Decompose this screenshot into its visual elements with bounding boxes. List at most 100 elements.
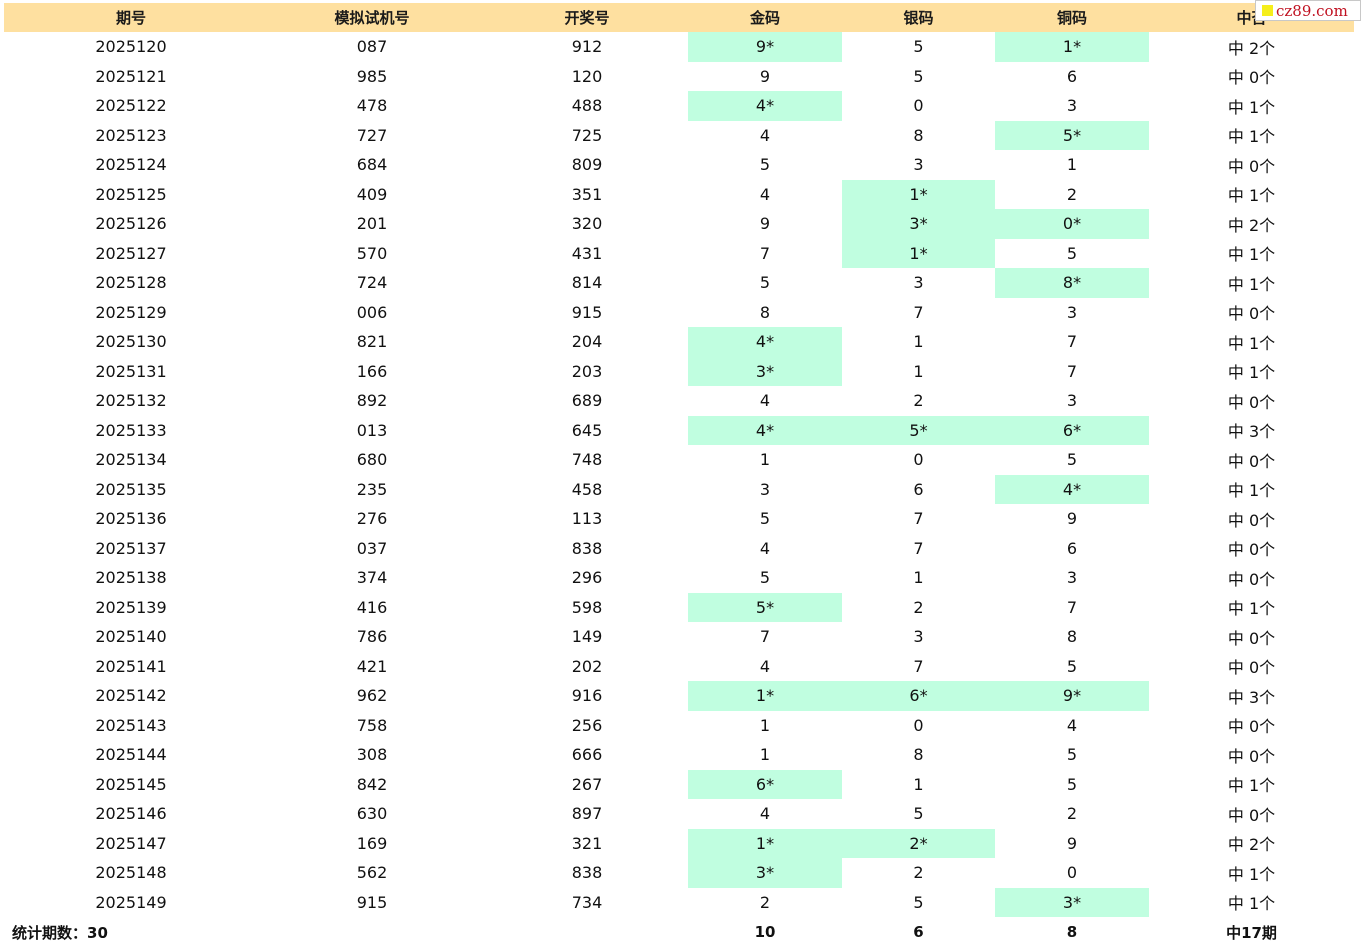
draw-number-cell: 256 <box>571 715 603 735</box>
issue-cell: 2025134 <box>95 450 167 470</box>
table-row: 2025140 786 149 7 3 8 中 0个 <box>4 622 1354 652</box>
bronze-code-cell: 5 <box>1066 450 1078 470</box>
issue-cell: 2025126 <box>95 214 167 234</box>
silver-code-cell: 3* <box>842 209 995 239</box>
silver-code-cell: 3 <box>913 627 924 647</box>
bronze-code-cell: 5* <box>995 120 1149 150</box>
result-cell: 中 1个 <box>1227 127 1276 147</box>
table-row: 2025132 892 689 4 2 3 中 0个 <box>4 386 1354 416</box>
sim-number-cell: 087 <box>356 37 388 57</box>
issue-cell: 2025127 <box>95 243 167 263</box>
table-row: 2025142 962 916 1* 6* 9* 中 3个 <box>4 681 1354 711</box>
issue-cell: 2025139 <box>95 597 167 617</box>
draw-number-cell: 431 <box>571 243 603 263</box>
bronze-code-cell: 5 <box>1066 745 1078 765</box>
result-cell: 中 1个 <box>1227 864 1276 884</box>
table-row: 2025135 235 458 3 6 4* 中 1个 <box>4 474 1354 504</box>
draw-number-cell: 598 <box>571 597 603 617</box>
issue-cell: 2025136 <box>95 509 167 529</box>
result-cell: 中 1个 <box>1227 333 1276 353</box>
sim-number-cell: 169 <box>356 833 388 853</box>
silver-code-cell: 6 <box>913 479 924 499</box>
draw-number-cell: 814 <box>571 273 603 293</box>
silver-code-cell: 3 <box>913 273 924 293</box>
sim-number-cell: 985 <box>356 66 388 86</box>
summary-empty-1 <box>258 917 486 947</box>
bronze-code-cell: 3 <box>1066 391 1078 411</box>
draw-number-cell: 912 <box>571 37 603 57</box>
table-row: 2025120 087 912 9* 5 1* 中 2个 <box>4 32 1354 62</box>
draw-number-cell: 113 <box>571 509 603 529</box>
silver-code-cell: 2 <box>913 863 924 883</box>
bronze-code-cell: 3 <box>1066 302 1078 322</box>
sim-number-cell: 630 <box>356 804 388 824</box>
draw-number-cell: 645 <box>571 420 603 440</box>
sim-number-cell: 308 <box>356 745 388 765</box>
lottery-stats-table: 期号 模拟试机号 开奖号 金码 银码 铜码 中否 2025120 087 912 9*… <box>4 3 1354 947</box>
sim-number-cell: 915 <box>356 892 388 912</box>
issue-cell: 2025131 <box>95 361 167 381</box>
issue-cell: 2025148 <box>95 863 167 883</box>
result-cell: 中 0个 <box>1227 628 1276 648</box>
table-row: 2025124 684 809 5 3 1 中 0个 <box>4 150 1354 180</box>
issue-cell: 2025121 <box>95 66 167 86</box>
issue-cell: 2025135 <box>95 479 167 499</box>
draw-number-cell: 666 <box>571 745 603 765</box>
draw-number-cell: 488 <box>571 96 603 116</box>
header-sim-number: 模拟试机号 <box>334 9 410 27</box>
sim-number-cell: 821 <box>356 332 388 352</box>
issue-cell: 2025145 <box>95 774 167 794</box>
bronze-code-cell: 6 <box>1066 66 1078 86</box>
sim-number-cell: 786 <box>356 627 388 647</box>
silver-code-cell: 5 <box>913 804 924 824</box>
silver-code-cell: 0 <box>913 96 924 116</box>
gold-code-cell: 7 <box>759 627 771 647</box>
gold-code-cell: 5* <box>688 592 842 622</box>
table-row: 2025147 169 321 1* 2* 9 中 2个 <box>4 828 1354 858</box>
sim-number-cell: 201 <box>356 214 388 234</box>
sim-number-cell: 892 <box>356 391 388 411</box>
result-cell: 中 2个 <box>1227 835 1276 855</box>
draw-number-cell: 204 <box>571 332 603 352</box>
draw-number-cell: 149 <box>571 627 603 647</box>
sim-number-cell: 166 <box>356 361 388 381</box>
issue-cell: 2025144 <box>95 745 167 765</box>
bronze-code-cell: 4* <box>995 474 1149 504</box>
draw-number-cell: 351 <box>571 184 603 204</box>
draw-number-cell: 203 <box>571 361 603 381</box>
silver-code-cell: 0 <box>913 715 924 735</box>
gold-code-cell: 1* <box>688 681 842 711</box>
issue-cell: 2025137 <box>95 538 167 558</box>
silver-code-cell: 8 <box>913 745 924 765</box>
result-cell: 中 0个 <box>1227 156 1276 176</box>
bronze-code-cell: 0 <box>1066 863 1078 883</box>
silver-code-cell: 6* <box>842 681 995 711</box>
silver-code-cell: 0 <box>913 450 924 470</box>
result-cell: 中 1个 <box>1227 186 1276 206</box>
sim-number-cell: 724 <box>356 273 388 293</box>
issue-cell: 2025142 <box>95 686 167 706</box>
draw-number-cell: 296 <box>571 568 603 588</box>
table-row: 2025121 985 120 9 5 6 中 0个 <box>4 62 1354 92</box>
silver-code-cell: 7 <box>913 302 924 322</box>
bronze-code-cell: 9* <box>995 681 1149 711</box>
silver-code-cell: 5 <box>913 66 924 86</box>
bronze-code-cell: 5 <box>1066 243 1078 263</box>
issue-cell: 2025146 <box>95 804 167 824</box>
sim-number-cell: 037 <box>356 538 388 558</box>
gold-code-cell: 4 <box>759 184 771 204</box>
summary-row: 统计期数：30 10 6 8 中17期 <box>4 917 1354 947</box>
table-row: 2025129 006 915 8 7 3 中 0个 <box>4 298 1354 328</box>
gold-code-cell: 5 <box>759 509 771 529</box>
table-row: 2025136 276 113 5 7 9 中 0个 <box>4 504 1354 534</box>
silver-code-cell: 1 <box>913 332 924 352</box>
gold-code-cell: 5 <box>759 273 771 293</box>
bronze-code-cell: 2 <box>1066 804 1078 824</box>
issue-cell: 2025120 <box>95 37 167 57</box>
issue-cell: 2025130 <box>95 332 167 352</box>
result-cell: 中 3个 <box>1227 422 1276 442</box>
issue-cell: 2025122 <box>95 96 167 116</box>
bronze-code-cell: 3 <box>1066 96 1078 116</box>
issue-cell: 2025149 <box>95 892 167 912</box>
bronze-code-cell: 1 <box>1066 155 1078 175</box>
